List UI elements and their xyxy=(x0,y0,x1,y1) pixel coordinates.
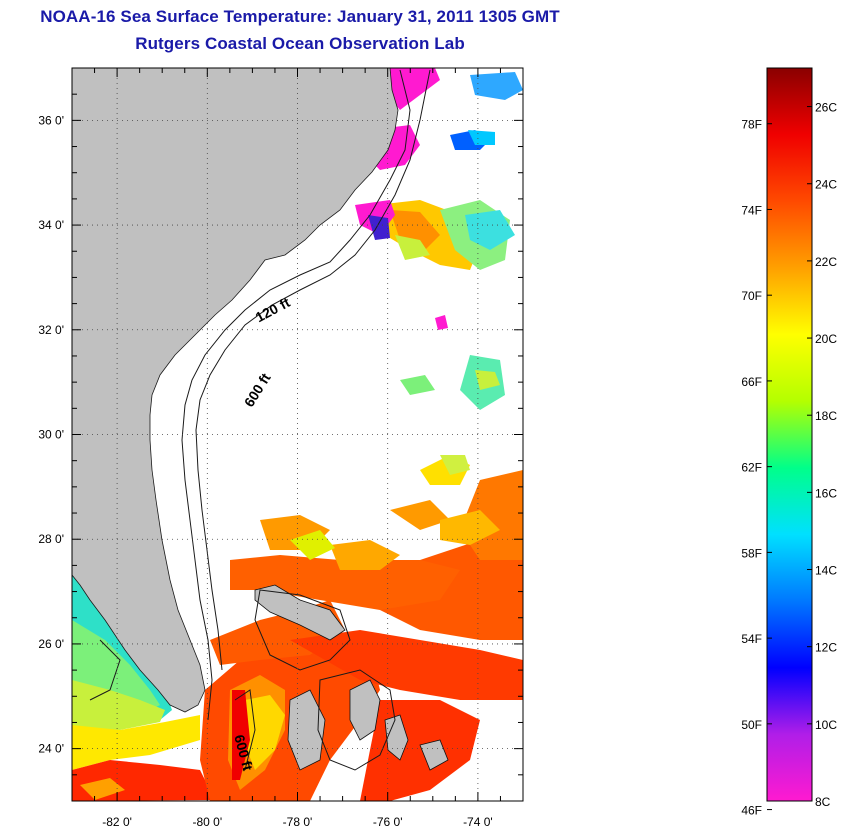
map-title: NOAA-16 Sea Surface Temperature: January… xyxy=(40,7,560,26)
lat-tick-label: 34 0' xyxy=(38,218,64,232)
lat-tick-label: 28 0' xyxy=(38,532,64,546)
lon-tick-label: -78 0' xyxy=(283,815,313,829)
bathymetry-contours xyxy=(89,69,431,771)
lat-tick-label: 30 0' xyxy=(38,428,64,442)
colorbar-f-label: 74F xyxy=(741,203,762,217)
colorbar-c-label: 26C xyxy=(815,101,837,115)
colorbar-f-label: 70F xyxy=(741,289,762,303)
colorbar-f-label: 62F xyxy=(741,461,762,475)
colorbar-f-label: 46F xyxy=(741,804,762,818)
colorbar-c-label: 18C xyxy=(815,409,837,423)
bahamas-islands xyxy=(254,584,449,771)
colorbar-c-label: 12C xyxy=(815,641,837,655)
colorbar-c-label: 8C xyxy=(815,795,831,809)
map-ticks: -82 0' -80 0' -78 0' -76 0' -74 0' 24 0' 26 0'… xyxy=(38,67,524,829)
colorbar-c-label: 20C xyxy=(815,332,837,346)
colorbar-c-label: 14C xyxy=(815,564,837,578)
graticule xyxy=(72,68,523,801)
lon-tick-label: -80 0' xyxy=(192,815,222,829)
colorbar-gradient xyxy=(766,67,813,802)
colorbar-f-label: 66F xyxy=(741,375,762,389)
lon-tick-label: -74 0' xyxy=(463,815,493,829)
land-us-southeast xyxy=(72,68,399,713)
colorbar-c-label: 22C xyxy=(815,255,837,269)
lat-tick-label: 32 0' xyxy=(38,323,64,337)
colorbar-f-label: 54F xyxy=(741,632,762,646)
colorbar-c-label: 10C xyxy=(815,718,837,732)
lat-tick-label: 24 0' xyxy=(38,742,64,756)
map-subtitle: Rutgers Coastal Ocean Observation Lab xyxy=(135,34,465,53)
lat-tick-label: 26 0' xyxy=(38,637,64,651)
colorbar-f-label: 58F xyxy=(741,546,762,560)
lon-tick-label: -82 0' xyxy=(102,815,132,829)
sst-patches xyxy=(72,68,523,801)
lat-tick-label: 36 0' xyxy=(38,113,64,127)
lon-tick-label: -76 0' xyxy=(373,815,403,829)
colorbar-c-label: 24C xyxy=(815,178,837,192)
colorbar-ticks: 26C 24C 22C 20C 18C 16C 14C 12C 10C 8C 78F 74F 70F 66… xyxy=(741,101,837,818)
colorbar-f-label: 50F xyxy=(741,718,762,732)
colorbar-c-label: 16C xyxy=(815,486,837,500)
colorbar-f-label: 78F xyxy=(741,118,762,132)
